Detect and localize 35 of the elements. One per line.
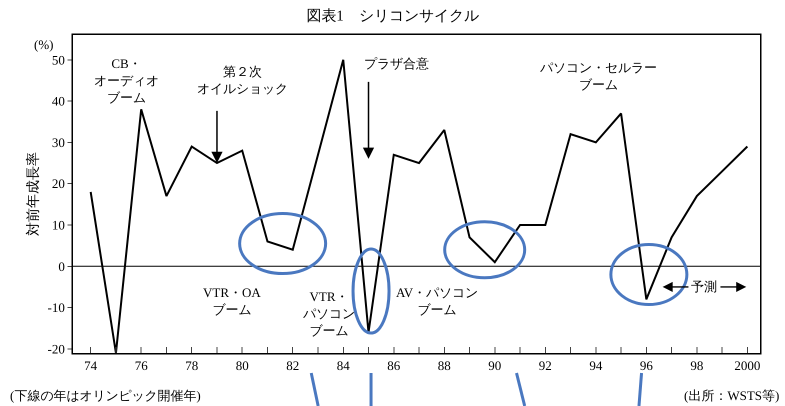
y-axis-title: 対前年成長率 [25,152,42,236]
y-tick-label: 0 [58,258,65,274]
chart-title: 図表1 シリコンサイクル [306,8,479,25]
annotation: CB・オーディオブーム [94,56,159,105]
annotation: 第２次オイルショック [197,64,288,96]
x-tick-label: 86 [387,358,401,374]
x-tick-label: 2000 [734,358,760,374]
text: (%) [34,37,54,52]
x-tick-label: 88 [438,358,451,374]
x-tick-label: 92 [538,358,552,374]
x-tick-label: 82 [286,358,300,374]
annotation: プラザ合意 [364,56,429,71]
y-tick-label: -20 [48,341,65,356]
y-tick-label: 30 [52,134,65,150]
x-tick-label: 90 [488,358,502,374]
y-tick-label: 50 [52,52,65,68]
y-tick-label: 10 [52,218,65,233]
x-tick-label: 98 [690,358,704,374]
text: (下線の年はオリンピック開催年) [10,388,201,403]
y-tick-label: 20 [52,176,65,192]
annotation: VTR・パソコンブーム [302,289,355,338]
x-tick-label: 76 [134,358,148,374]
annotation: 予測 [691,279,717,294]
y-tick-label: 40 [52,94,65,109]
x-tick-label: 94 [589,358,603,374]
text: (出所：WSTS等) [684,388,780,403]
x-tick-label: 74 [84,358,98,374]
annotation: パソコン・セルラーブーム [539,60,657,92]
x-tick-label: 96 [640,358,654,374]
annotation: VTR・OAブーム [203,285,262,317]
x-tick-label: 78 [185,358,198,374]
x-tick-label: 80 [236,358,249,374]
x-tick-label: 84 [336,358,350,374]
y-tick-label: -10 [48,300,65,316]
annotation: AV・パソコンブーム [396,285,478,317]
